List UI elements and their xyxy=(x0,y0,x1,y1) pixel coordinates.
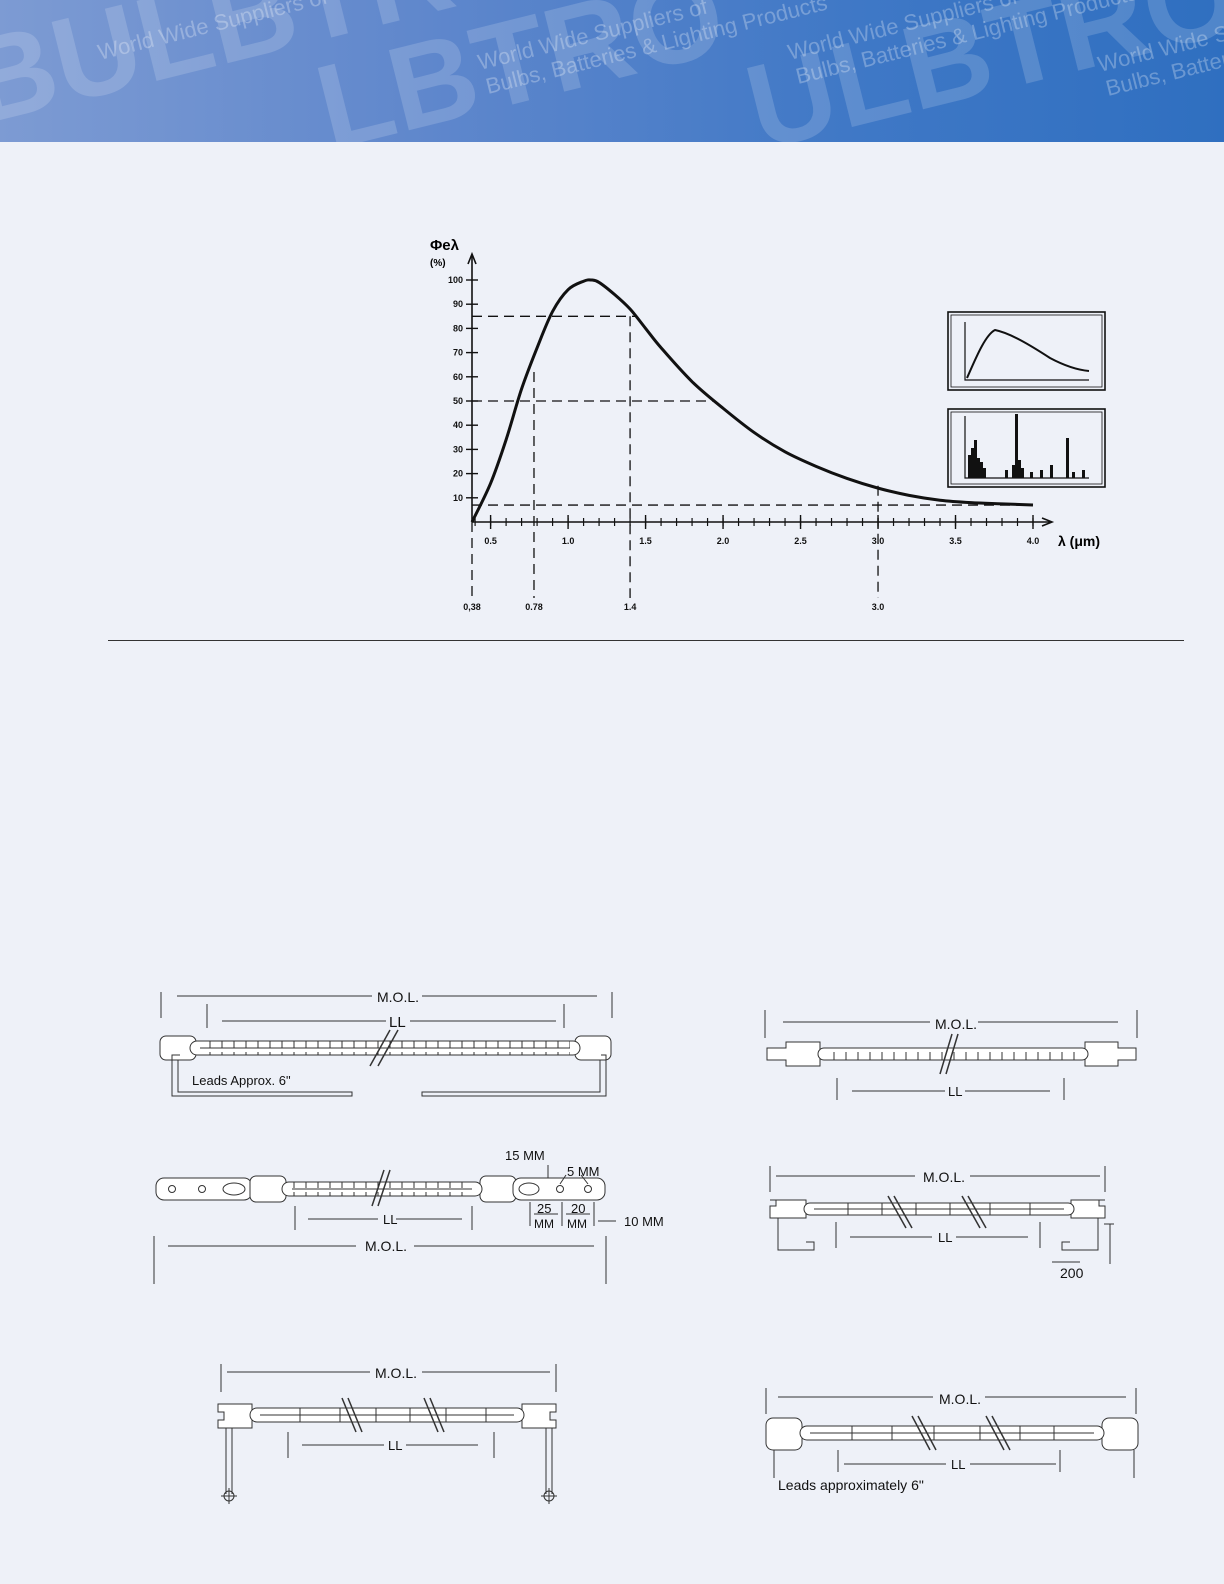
y-tick-label: 50 xyxy=(453,396,463,406)
chart-ylabel: Φeλ xyxy=(430,237,460,254)
lamp-diagram-4 xyxy=(769,1166,1114,1264)
y-tick-label: 30 xyxy=(453,444,463,454)
x-axis-arrow xyxy=(1041,517,1055,527)
d6-ll-label: LL xyxy=(951,1457,965,1472)
y-tick-label: 70 xyxy=(453,348,463,358)
d3-5mm-label: 5 MM xyxy=(567,1164,600,1179)
y-tick-label: 80 xyxy=(453,323,463,333)
d6-leads-label: Leads approximately 6" xyxy=(778,1477,924,1493)
inset-continuous-spectrum xyxy=(947,311,1106,391)
lamp-diagram-3 xyxy=(153,1165,616,1284)
vertical-guide-label: 1.4 xyxy=(624,602,637,612)
d6-mol-label: M.O.L. xyxy=(939,1391,981,1407)
d4-ll-label: LL xyxy=(938,1230,952,1245)
x-tick-label: 1.5 xyxy=(639,536,652,546)
chart-series-line xyxy=(470,278,1034,523)
chart-ticks: 10 20 30 40 50 60 70 80 90 100 0.5 1.0 1.5 2.0 2.5 3.0 3… xyxy=(448,275,1039,546)
x-tick-label: 3.5 xyxy=(949,536,962,546)
lamp-diagram-1 xyxy=(159,992,613,1097)
y-tick-label: 40 xyxy=(453,420,463,430)
y-tick-label: 60 xyxy=(453,372,463,382)
banner-logo-pattern: BULBTRO LBTRO ULBTRO World Wide Supplier… xyxy=(0,0,1224,142)
y-tick-label: 100 xyxy=(448,275,463,285)
d3-10mm-label: 10 MM xyxy=(624,1214,664,1229)
vertical-guide-label: 0.78 xyxy=(525,602,543,612)
vertical-guide-label: 3.0 xyxy=(872,602,885,612)
x-tick-label: 1.0 xyxy=(562,536,575,546)
y-tick-label: 90 xyxy=(453,299,463,309)
d3-ll-label: LL xyxy=(383,1212,397,1227)
d2-mol-label: M.O.L. xyxy=(935,1016,977,1032)
y-axis-arrow xyxy=(467,251,477,265)
d1-ll-label: LL xyxy=(389,1014,406,1031)
d1-mol-label: M.O.L. xyxy=(377,989,419,1005)
chart-yunit: (%) xyxy=(430,258,446,269)
x-tick-label: 3.0 xyxy=(872,536,885,546)
chart-guides: 0,38 0.78 1.4 3.0 xyxy=(463,315,1026,612)
lamp-diagram-2 xyxy=(764,1010,1138,1100)
lamp-diagram-5 xyxy=(217,1364,557,1504)
y-tick-label: 20 xyxy=(453,469,463,479)
d3-mm-b-label: MM xyxy=(567,1217,587,1231)
x-tick-label: 2.5 xyxy=(794,536,807,546)
x-tick-label: 4.0 xyxy=(1027,536,1040,546)
d2-ll-label: LL xyxy=(948,1084,962,1099)
inset-line-spectrum xyxy=(947,408,1106,488)
d5-mol-label: M.O.L. xyxy=(375,1365,417,1381)
lamp-diagram-6 xyxy=(765,1388,1139,1478)
d3-mm-a-label: MM xyxy=(534,1217,554,1231)
x-tick-label: 0.5 xyxy=(484,536,497,546)
d4-200-label: 200 xyxy=(1060,1265,1084,1281)
vertical-guide-label: 0,38 xyxy=(463,602,481,612)
chart-xlabel: λ (μm) xyxy=(1058,533,1100,549)
d3-25-label: 25 xyxy=(537,1201,551,1216)
d5-ll-label: LL xyxy=(388,1438,402,1453)
d4-mol-label: M.O.L. xyxy=(923,1169,965,1185)
section-divider xyxy=(108,640,1184,641)
d3-mol-label: M.O.L. xyxy=(365,1238,407,1254)
d3-20-label: 20 xyxy=(571,1201,585,1216)
header-banner: BULBTRO LBTRO ULBTRO World Wide Supplier… xyxy=(0,0,1224,142)
d3-15mm-label: 15 MM xyxy=(505,1148,545,1163)
d1-leads-label: Leads Approx. 6" xyxy=(192,1073,291,1088)
x-tick-label: 2.0 xyxy=(717,536,730,546)
y-tick-label: 10 xyxy=(453,493,463,503)
